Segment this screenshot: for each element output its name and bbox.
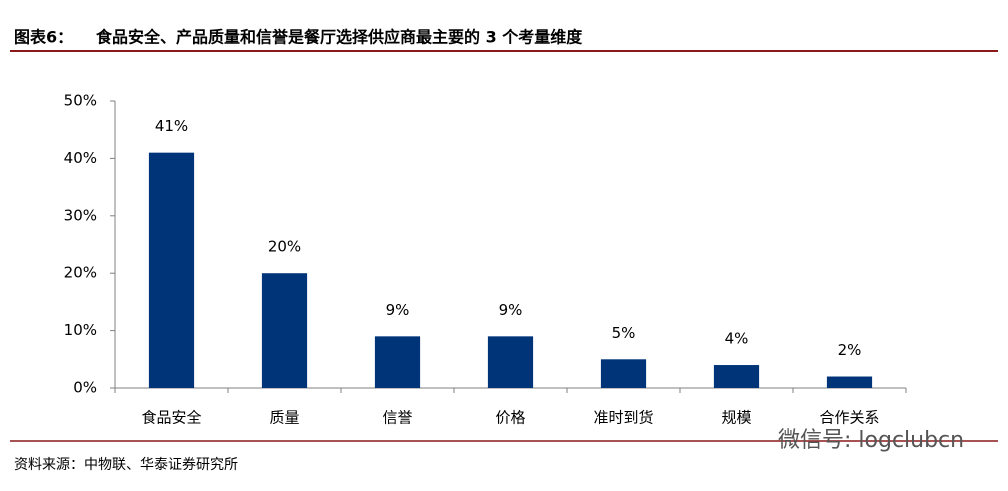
x-tick-label: 价格 bbox=[495, 409, 525, 427]
x-tick-label: 准时到货 bbox=[593, 409, 653, 427]
x-tick-label: 合作关系 bbox=[819, 409, 879, 427]
bar bbox=[374, 336, 421, 388]
chart-title: 食品安全、产品质量和信誉是餐厅选择供应商最主要的 3 个考量维度 bbox=[95, 28, 583, 47]
figure-label: 图表6： bbox=[14, 28, 73, 47]
x-tick-label: 食品安全 bbox=[141, 409, 201, 427]
y-tick-label: 50% bbox=[64, 92, 97, 110]
x-tick-label: 质量 bbox=[269, 409, 299, 427]
value-label: 5% bbox=[612, 324, 636, 342]
y-tick-label: 20% bbox=[64, 264, 97, 282]
value-label: 9% bbox=[499, 301, 523, 319]
bar bbox=[261, 273, 308, 388]
value-label: 4% bbox=[725, 330, 749, 348]
value-label: 20% bbox=[268, 238, 301, 256]
value-label: 2% bbox=[838, 341, 862, 359]
x-tick-label: 信誉 bbox=[382, 409, 412, 427]
bar bbox=[148, 152, 195, 388]
y-tick-label: 10% bbox=[64, 321, 97, 339]
bar bbox=[600, 359, 647, 388]
y-tick-label: 40% bbox=[64, 149, 97, 167]
value-label: 41% bbox=[155, 117, 188, 135]
watermark: 微信号: logclubcn bbox=[778, 428, 964, 453]
y-tick-label: 30% bbox=[64, 206, 97, 224]
bar bbox=[487, 336, 534, 388]
bar bbox=[713, 365, 760, 388]
x-tick-label: 规模 bbox=[721, 409, 751, 427]
value-label: 9% bbox=[386, 301, 410, 319]
source: 资料来源：中物联、华泰证券研究所 bbox=[14, 457, 238, 473]
y-tick-label: 0% bbox=[73, 379, 97, 397]
bar bbox=[826, 376, 873, 388]
